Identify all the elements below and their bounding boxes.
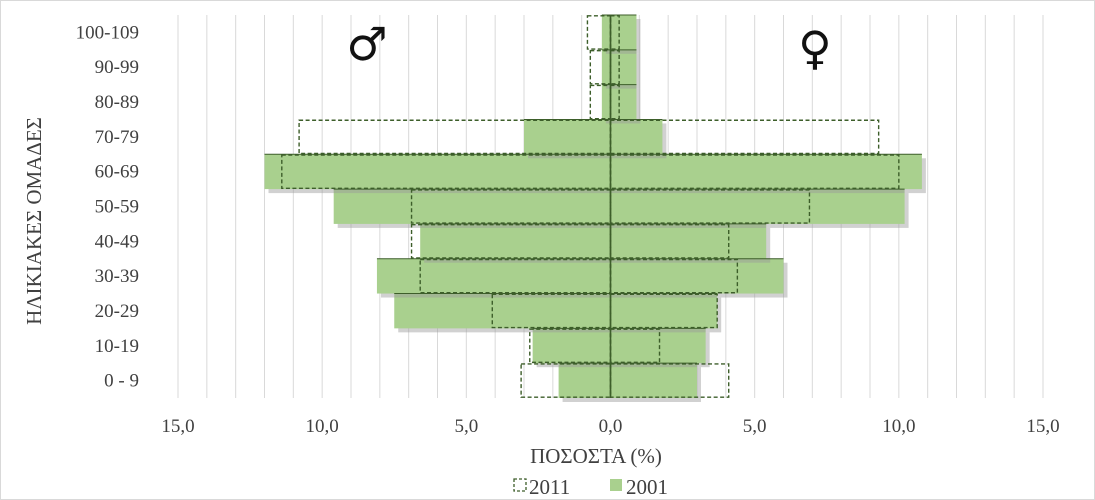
y-tick-label: 80-89 xyxy=(95,92,139,113)
bar-2011-male xyxy=(589,49,612,85)
female-symbol: ♀ xyxy=(798,21,832,75)
bar-2001-female xyxy=(610,363,697,398)
bar-2001-male xyxy=(601,15,611,50)
y-tick-label: 60-69 xyxy=(95,162,139,183)
x-axis-title: ΠΟΣΟΣΤΑ (%) xyxy=(530,444,662,468)
legend-swatch-2011 xyxy=(513,478,527,492)
y-tick-label: 100-109 xyxy=(76,22,139,43)
y-tick-label: 50-59 xyxy=(95,197,139,218)
bar-2011-female xyxy=(609,189,811,224)
bar-2001-male xyxy=(601,84,611,120)
bar-2001-female xyxy=(610,84,637,120)
bar-2001-female xyxy=(610,189,905,224)
y-tick-labels: 0 - 9 10-19 20-29 30-39 40-49 50-59 60-69 70-79… xyxy=(76,22,139,391)
y-tick-label: 10-19 xyxy=(95,336,139,357)
bar-2001-male xyxy=(558,363,611,398)
bar-2011-female xyxy=(609,328,661,364)
bar-2001-female xyxy=(610,49,637,85)
x-tick-label: 15,0 xyxy=(161,416,194,437)
bar-2001-female xyxy=(610,154,922,190)
bar-2001-male xyxy=(264,154,611,190)
legend-label-2011: 2011 xyxy=(529,475,570,499)
y-tick-label: 90-99 xyxy=(95,57,139,78)
bar-2001-female xyxy=(610,328,706,364)
male-symbol: ♂ xyxy=(346,17,387,71)
axis-layer xyxy=(264,14,922,398)
x-tick-label: 15,0 xyxy=(1026,416,1059,437)
y-tick-label: 0 - 9 xyxy=(104,371,139,392)
bar-2001-female xyxy=(610,258,784,294)
legend-swatch-2001 xyxy=(610,479,622,491)
y-tick-label: 20-29 xyxy=(95,301,139,322)
y-axis-title: ΗΛΙΚΙΑΚΕΣ ΟΜΑΔΕΣ xyxy=(22,117,46,325)
bar-2001-female xyxy=(610,223,767,259)
bar-2011-male xyxy=(589,84,612,120)
y-tick-label: 70-79 xyxy=(95,127,139,148)
bar-2001-female xyxy=(610,119,663,155)
bar-2011-male xyxy=(491,293,612,329)
series-2001-bars xyxy=(264,15,926,402)
x-tick-label: 0,0 xyxy=(599,416,623,437)
x-tick-label: 5,0 xyxy=(743,416,767,437)
bar-2011-female xyxy=(609,258,739,294)
bar-2001-male xyxy=(524,119,611,155)
x-tick-labels: 15,0 10,0 5,0 0,0 5,0 10,0 15,0 xyxy=(161,416,1059,437)
bar-2001-male xyxy=(532,328,611,364)
bar-2001-male xyxy=(333,189,611,224)
bar-2011-male xyxy=(529,328,612,364)
legend: 2011 2001 xyxy=(513,475,668,499)
x-tick-label: 10,0 xyxy=(306,416,339,437)
bar-2001-male xyxy=(394,293,611,329)
bar-2001-male xyxy=(376,258,611,294)
y-tick-label: 30-39 xyxy=(95,266,139,287)
bar-2001-female xyxy=(610,15,637,50)
bar-2001-male xyxy=(601,49,611,85)
bar-2011-male xyxy=(419,258,612,294)
bar-2001-male xyxy=(420,223,611,259)
bar-2001-female xyxy=(610,293,718,329)
y-tick-label: 40-49 xyxy=(95,231,139,252)
x-tick-label: 5,0 xyxy=(454,416,478,437)
legend-label-2001: 2001 xyxy=(626,475,668,499)
x-tick-label: 10,0 xyxy=(882,416,915,437)
